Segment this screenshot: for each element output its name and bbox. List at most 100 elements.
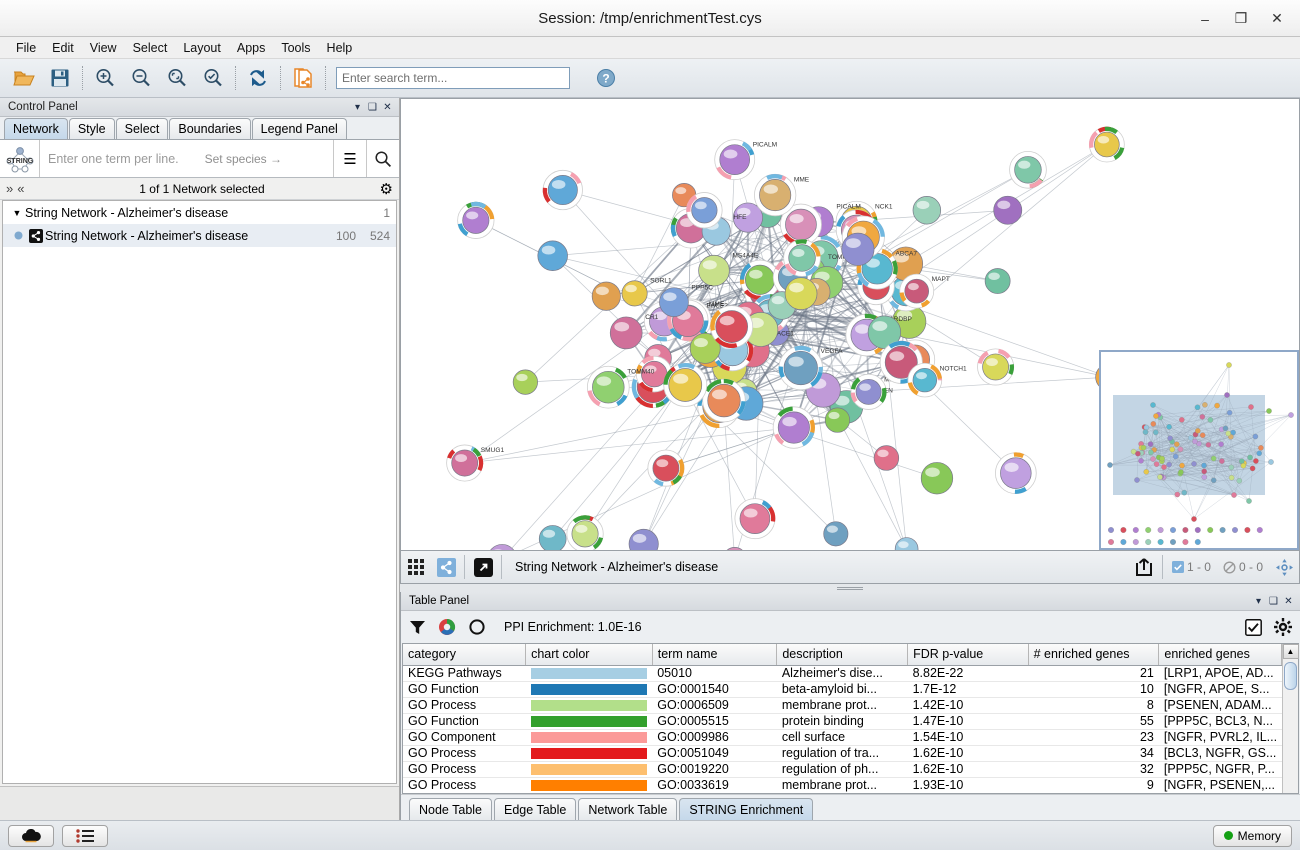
cloud-status-icon[interactable] xyxy=(8,824,54,847)
table-row[interactable]: GO Process GO:0033619 membrane prot... 1.93… xyxy=(403,777,1282,793)
zoom-in-icon[interactable] xyxy=(87,62,123,94)
panel-splitter[interactable] xyxy=(400,584,1300,592)
zoom-selected-icon[interactable] xyxy=(195,62,231,94)
string-search-icon[interactable] xyxy=(366,140,399,177)
table-row[interactable]: GO Process GO:0006509 membrane prot... 1.42… xyxy=(403,697,1282,714)
selected-nodes-counter[interactable]: 1 - 0 xyxy=(1166,560,1217,574)
column-header-category[interactable]: category xyxy=(403,644,527,666)
column-header-chart-color[interactable]: chart color xyxy=(525,644,653,666)
zoom-fit-icon[interactable] xyxy=(159,62,195,94)
cell-term-name: GO:0033619 xyxy=(652,777,777,793)
table-panel-dropdown-icon[interactable]: ▾ xyxy=(1255,595,1262,607)
column-header-fdr[interactable]: FDR p-value xyxy=(907,644,1029,666)
cell-category: GO Process xyxy=(403,745,526,762)
control-panel-close-icon[interactable]: ✕ xyxy=(383,101,392,113)
birds-eye-view[interactable] xyxy=(1099,350,1299,550)
menu-item-view[interactable]: View xyxy=(89,40,117,55)
control-panel-float-icon[interactable]: ❑ xyxy=(368,101,377,113)
table-tab-string-enrichment[interactable]: STRING Enrichment xyxy=(679,798,814,820)
column-header-term-name[interactable]: term name xyxy=(652,644,778,666)
string-term-input[interactable]: Enter one term per line. Set species → xyxy=(40,140,333,177)
table-row[interactable]: GO Component GO:0009986 cell surface 1.54E-… xyxy=(403,729,1282,746)
tree-expand-arrow-icon[interactable]: ▼ xyxy=(12,207,22,218)
cell-category: GO Process xyxy=(403,777,526,793)
memory-status-button[interactable]: Memory xyxy=(1212,824,1292,847)
table-panel-close-icon[interactable]: ✕ xyxy=(1284,595,1293,607)
navigate-icon[interactable] xyxy=(1269,552,1299,583)
expand-view-icon[interactable] xyxy=(468,552,498,583)
column-header-enriched-genes[interactable]: enriched genes xyxy=(1158,644,1282,666)
share-view-icon[interactable] xyxy=(431,552,461,583)
search-placeholder: Enter search term... xyxy=(342,71,448,85)
control-tab-select[interactable]: Select xyxy=(115,118,169,139)
task-list-icon[interactable] xyxy=(62,824,108,847)
menu-item-help[interactable]: Help xyxy=(326,40,353,55)
network-view[interactable]: CALMA2MNCK1TOMM40CLUMMEPSENENPSENBACE1TA… xyxy=(400,98,1300,551)
cell-description: membrane prot... xyxy=(776,777,908,793)
table-tab-network-table[interactable]: Network Table xyxy=(578,798,678,820)
open-session-icon[interactable] xyxy=(6,62,42,94)
cell-term-name: 05010 xyxy=(652,665,777,682)
menu-item-apps[interactable]: Apps xyxy=(236,40,266,55)
column-header-description[interactable]: description xyxy=(776,644,909,666)
donut-outline-icon[interactable] xyxy=(468,618,486,636)
cell-enriched-count: 23 xyxy=(1028,729,1159,746)
save-session-icon[interactable] xyxy=(42,62,78,94)
cell-fdr: 1.93E-10 xyxy=(907,777,1029,793)
menu-item-edit[interactable]: Edit xyxy=(52,40,74,55)
scroll-thumb[interactable] xyxy=(1284,662,1297,690)
svg-text:NOTCH1: NOTCH1 xyxy=(940,365,967,372)
cell-enriched-genes: [PSENEN, ADAM... xyxy=(1158,697,1282,714)
menu-item-select[interactable]: Select xyxy=(132,40,168,55)
string-logo-icon[interactable]: STRING xyxy=(0,140,40,177)
table-row[interactable]: GO Process GO:0019220 regulation of ph... 1… xyxy=(403,761,1282,778)
table-vertical-scrollbar[interactable]: ▲ xyxy=(1282,644,1299,793)
network-tree-item[interactable]: String Network - Alzheimer's disease 100 5… xyxy=(3,224,396,247)
control-tab-network[interactable]: Network xyxy=(4,118,68,139)
scroll-up-button[interactable]: ▲ xyxy=(1282,644,1299,659)
collapse-all-icon[interactable]: » xyxy=(6,181,14,196)
help-icon[interactable]: ? xyxy=(588,62,624,94)
zoom-out-icon[interactable] xyxy=(123,62,159,94)
network-graph-canvas[interactable]: CALMA2MNCK1TOMM40CLUMMEPSENENPSENBACE1TA… xyxy=(401,99,1299,551)
table-settings-gear-icon[interactable] xyxy=(1274,618,1292,636)
table-row[interactable]: KEGG Pathways 05010 Alzheimer's dise... 8.8… xyxy=(403,665,1282,682)
control-tab-legend-panel[interactable]: Legend Panel xyxy=(251,118,347,139)
cell-enriched-genes: [LRP1, APOE, AD... xyxy=(1158,665,1282,682)
export-view-icon[interactable] xyxy=(1129,552,1159,583)
menu-item-layout[interactable]: Layout xyxy=(183,40,221,55)
title-bar: Session: /tmp/enrichmentTest.cys – ❐ ✕ xyxy=(0,0,1300,37)
grid-layout-icon[interactable] xyxy=(401,552,431,583)
refresh-icon[interactable] xyxy=(240,62,276,94)
table-tab-node-table[interactable]: Node Table xyxy=(409,798,493,820)
table-row[interactable]: GO Process GO:0051049 regulation of tra...… xyxy=(403,745,1282,762)
table-panel-float-icon[interactable]: ❑ xyxy=(1269,595,1278,607)
control-tab-boundaries[interactable]: Boundaries xyxy=(169,118,251,139)
network-tree-group[interactable]: ▼ String Network - Alzheimer's disease 1 xyxy=(3,201,396,224)
expand-all-icon[interactable]: « xyxy=(17,181,25,196)
control-tab-style[interactable]: Style xyxy=(68,118,115,139)
network-settings-gear-icon[interactable]: ⚙ xyxy=(379,180,393,198)
menu-item-file[interactable]: File xyxy=(16,40,37,55)
share-network-icon[interactable] xyxy=(285,62,321,94)
chart-color-icon[interactable] xyxy=(438,618,456,636)
select-all-checkbox-icon[interactable] xyxy=(1245,618,1262,636)
string-options-menu-icon[interactable]: ☰ xyxy=(333,140,366,177)
control-panel-dropdown-icon[interactable]: ▾ xyxy=(354,101,361,113)
column-header-enriched-count[interactable]: # enriched genes xyxy=(1028,644,1160,666)
table-row[interactable]: GO Function GO:0005515 protein binding 1.47… xyxy=(403,713,1282,730)
string-network-icon xyxy=(27,228,45,243)
maximize-button[interactable]: ❐ xyxy=(1234,10,1248,26)
close-button[interactable]: ✕ xyxy=(1271,10,1283,26)
table-row[interactable]: GO Function GO:0001540 beta-amyloid bi... 1… xyxy=(403,681,1282,698)
filter-funnel-icon[interactable] xyxy=(409,619,426,636)
selected-edges-counter[interactable]: 0 - 0 xyxy=(1217,560,1269,574)
enrichment-table-scroll[interactable]: category chart color term name description F… xyxy=(403,644,1282,793)
set-species-link[interactable]: Set species → xyxy=(204,151,282,166)
menu-item-tools[interactable]: Tools xyxy=(281,40,311,55)
table-tab-edge-table[interactable]: Edge Table xyxy=(494,798,577,820)
svg-text:HFE: HFE xyxy=(733,214,747,221)
minimize-button[interactable]: – xyxy=(1201,10,1209,27)
network-view-dot-icon xyxy=(9,231,27,240)
search-input[interactable]: Enter search term... xyxy=(336,67,570,89)
